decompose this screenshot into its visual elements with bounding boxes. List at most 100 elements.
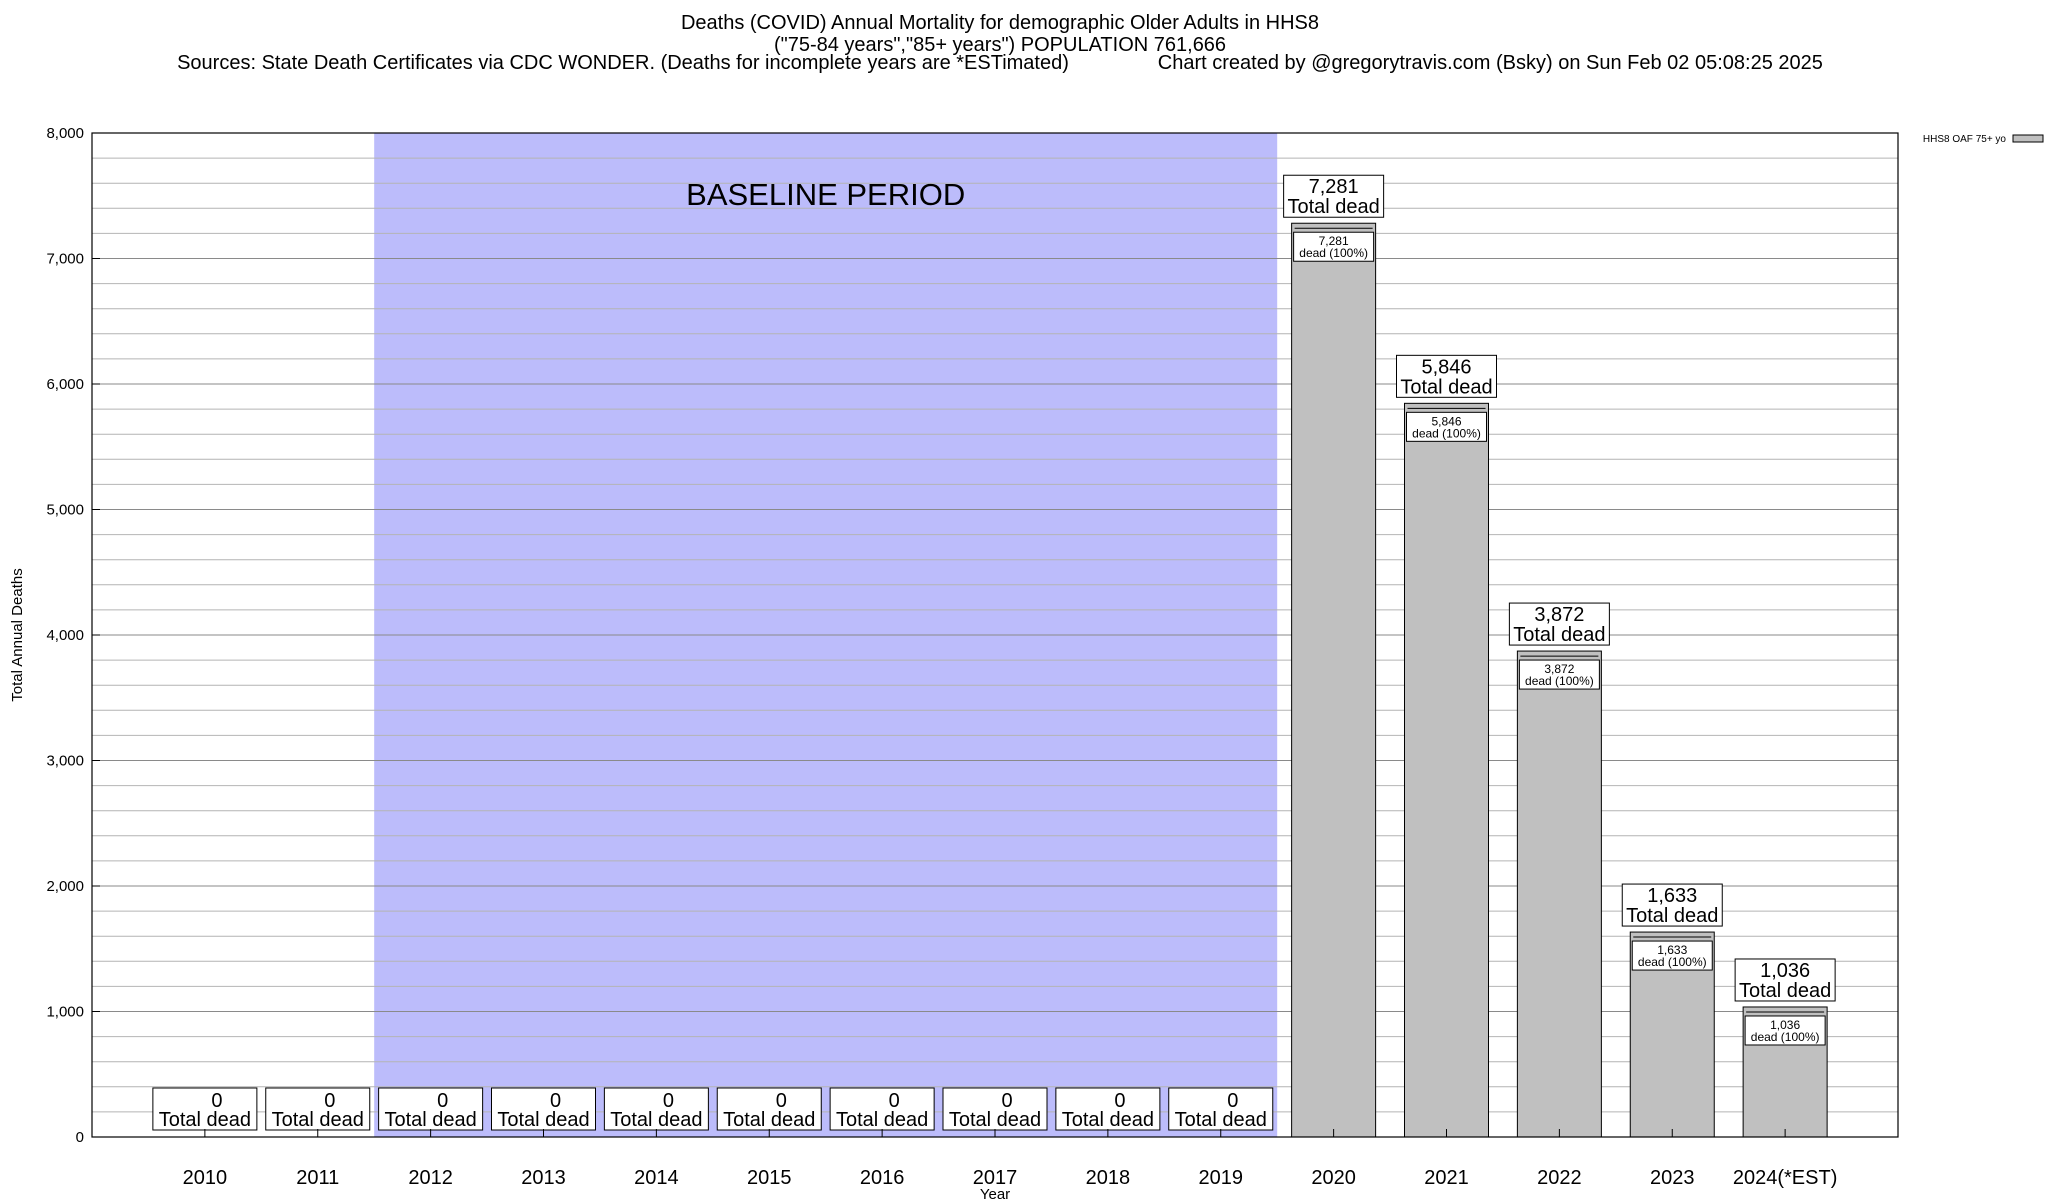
x-tick-label: 2018 — [1086, 1167, 1131, 1189]
chart-title: Deaths (COVID) Annual Mortality for demo… — [680, 12, 1320, 34]
total-label-caption: Total dead — [159, 1109, 251, 1131]
bar — [1291, 222, 1377, 1138]
total-label-value: 0 — [437, 1090, 448, 1112]
total-label-value: 0 — [776, 1090, 787, 1112]
total-label-caption: Total dead — [610, 1109, 702, 1131]
x-tick-label: 2011 — [296, 1167, 339, 1189]
total-label-box — [603, 1087, 709, 1131]
x-tick-label: 2014 — [634, 1167, 679, 1189]
axes: 0 1,000 2,000 3,000 4,000 5,000 6,000 7,000 8,00… — [9, 125, 1899, 1200]
x-tick-label: 2012 — [408, 1167, 453, 1189]
x-tick-label: 2022 — [1537, 1167, 1582, 1189]
total-label-box — [1283, 174, 1385, 218]
y-tick-label: 5,000 — [46, 502, 84, 519]
x-tick-label: 2023 — [1650, 1167, 1695, 1189]
total-label-caption: Total dead — [384, 1109, 476, 1131]
total-label-box — [942, 1087, 1048, 1131]
total-label-caption: Total dead — [1400, 376, 1492, 398]
total-label-caption: Total dead — [497, 1109, 589, 1131]
total-label-caption: Total dead — [1626, 905, 1718, 927]
total-label-value: 0 — [889, 1090, 900, 1112]
y-tick-label: 1,000 — [46, 1004, 84, 1021]
chart-sources: Sources: State Death Certificates via CD… — [177, 52, 1069, 74]
total-label-caption: Total dead — [1513, 624, 1605, 646]
total-label-value: 7,281 — [1309, 176, 1359, 198]
total-label-caption: Total dead — [949, 1109, 1041, 1131]
total-label-value: 1,633 — [1647, 885, 1697, 907]
total-label-box — [378, 1087, 484, 1131]
total-label-box — [1396, 354, 1497, 398]
legend-label: HHS8 OAF 75+ yo — [1923, 134, 2007, 145]
inner-label-caption: dead (100%) — [1751, 1030, 1820, 1044]
total-label-value: 0 — [663, 1090, 674, 1112]
total-label-caption: Total dead — [836, 1109, 928, 1131]
total-label-value: 0 — [550, 1090, 561, 1112]
x-tick-label: 2020 — [1311, 1167, 1356, 1189]
inner-label-caption: dead (100%) — [1412, 426, 1481, 440]
total-label-box — [152, 1087, 258, 1131]
total-label-box — [491, 1087, 596, 1131]
bar — [1516, 650, 1602, 1138]
total-label-caption: Total dead — [1739, 980, 1831, 1002]
total-label-value: 0 — [1227, 1090, 1238, 1112]
x-tick-label: 2024(*EST) — [1733, 1167, 1838, 1189]
legend-swatch — [2012, 134, 2044, 143]
total-label-box — [1734, 958, 1836, 1002]
y-tick-label: 0 — [76, 1129, 84, 1146]
inner-label-value: 1,633 — [1657, 943, 1687, 957]
total-label-caption: Total dead — [1062, 1109, 1154, 1131]
y-tick-label: 8,000 — [46, 125, 84, 142]
inner-label-caption: dead (100%) — [1525, 674, 1594, 688]
bar — [1404, 402, 1489, 1138]
x-axis-title: Year — [980, 1186, 1010, 1200]
total-label-value: 1,036 — [1760, 960, 1810, 982]
total-label-box — [1621, 883, 1723, 927]
x-tick-label: 2013 — [521, 1167, 566, 1189]
total-label-box — [265, 1087, 371, 1131]
total-label-caption: Total dead — [1287, 196, 1379, 218]
inner-label-box — [1406, 411, 1487, 442]
inner-label-box — [1518, 659, 1600, 690]
x-tick-label: 2010 — [183, 1167, 228, 1189]
bars — [200, 222, 1828, 1138]
baseline-period-label: BASELINE PERIOD — [686, 177, 965, 212]
total-label-box — [1055, 1087, 1161, 1131]
y-tick-label: 2,000 — [46, 878, 84, 895]
x-tick-label: 2016 — [860, 1167, 905, 1189]
total-label-value: 3,872 — [1534, 604, 1584, 626]
inner-label-value: 3,872 — [1544, 662, 1574, 676]
total-label-value: 5,846 — [1421, 356, 1471, 378]
inner-label-box — [1293, 231, 1375, 262]
inner-label-value: 5,846 — [1431, 414, 1461, 428]
inner-label-value: 7,281 — [1319, 234, 1349, 248]
total-label-box — [1168, 1087, 1274, 1131]
total-label-caption: Total dead — [272, 1109, 364, 1131]
inner-label-caption: dead (100%) — [1299, 246, 1368, 260]
x-tick-label: 2017 — [973, 1167, 1018, 1189]
chart-credit: Chart created by @gregorytravis.com (Bsk… — [1157, 52, 1823, 74]
total-label-value: 0 — [211, 1090, 222, 1112]
total-label-value: 0 — [1001, 1090, 1012, 1112]
legend: HHS8 OAF 75+ yo — [1923, 134, 2044, 145]
y-tick-label: 3,000 — [46, 753, 84, 770]
total-label-caption: Total dead — [1175, 1109, 1267, 1131]
y-tick-label: 6,000 — [46, 376, 84, 393]
inner-label-box — [1631, 940, 1713, 971]
total-label-box — [716, 1087, 822, 1131]
chart-subtitle-row: Sources: State Death Certificates via CD… — [0, 52, 2000, 74]
chart-title-line2: ("75-84 years","85+ years") POPULATION 7… — [773, 34, 1227, 56]
y-axis-title: Total Annual Deaths — [9, 568, 26, 701]
inner-label-caption: dead (100%) — [1638, 955, 1707, 969]
inner-label-value: 1,036 — [1770, 1018, 1800, 1032]
total-label-value: 0 — [324, 1090, 335, 1112]
y-tick-label: 4,000 — [46, 627, 84, 644]
x-tick-label: 2019 — [1199, 1167, 1244, 1189]
chart-title-block: Deaths (COVID) Annual Mortality for demo… — [0, 12, 2000, 56]
total-label-caption: Total dead — [723, 1109, 815, 1131]
inner-label-box — [1744, 1015, 1826, 1046]
total-label-box — [829, 1087, 935, 1131]
y-tick-label: 7,000 — [46, 251, 84, 268]
total-label-value: 0 — [1114, 1090, 1125, 1112]
